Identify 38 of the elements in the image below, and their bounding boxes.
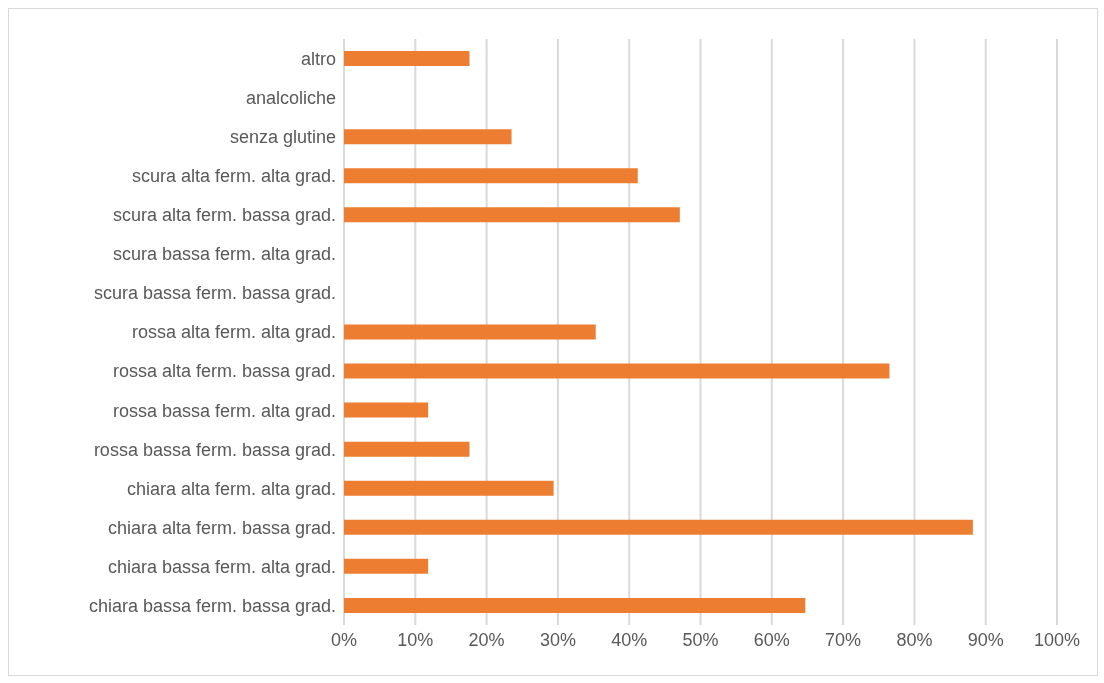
bar xyxy=(344,480,554,496)
bar xyxy=(344,51,470,66)
x-tick-label: 20% xyxy=(468,629,505,650)
bar xyxy=(344,597,806,613)
x-tick-label: 100% xyxy=(1033,629,1081,650)
bar xyxy=(344,207,680,223)
y-tick-label: chiara alta ferm. alta grad. xyxy=(126,478,336,499)
bar xyxy=(344,168,638,184)
x-tick-label: 0% xyxy=(330,629,358,650)
y-tick-label: rossa bassa ferm. alta grad. xyxy=(112,400,336,421)
x-tick-label: 80% xyxy=(896,629,933,650)
y-tick-label: scura bassa ferm. bassa grad. xyxy=(93,283,336,304)
x-tick-label: 10% xyxy=(397,629,434,650)
bar xyxy=(344,441,470,457)
x-tick-label: 90% xyxy=(967,629,1004,650)
y-tick-label: chiara alta ferm. bassa grad. xyxy=(107,517,336,538)
y-tick-label: chiara bassa ferm. alta grad. xyxy=(107,556,336,577)
bar xyxy=(344,324,596,340)
y-tick-label: scura bassa ferm. alta grad. xyxy=(112,244,336,265)
bar xyxy=(344,363,890,379)
y-tick-label: senza glutine xyxy=(229,127,336,148)
bar xyxy=(344,129,512,145)
bar xyxy=(344,558,429,574)
bar xyxy=(344,519,973,535)
y-tick-label: chiara bassa ferm. bassa grad. xyxy=(88,595,336,616)
y-tick-label: analcoliche xyxy=(245,87,336,108)
x-tick-label: 30% xyxy=(539,629,576,650)
y-tick-label: scura alta ferm. bassa grad. xyxy=(112,205,336,226)
y-tick-label: rossa alta ferm. alta grad. xyxy=(131,322,336,343)
y-tick-label: rossa alta ferm. bassa grad. xyxy=(112,361,336,382)
x-tick-label: 60% xyxy=(753,629,790,650)
x-tick-label: 50% xyxy=(682,629,719,650)
x-tick-label: 70% xyxy=(825,629,862,650)
x-tick-label: 40% xyxy=(611,629,648,650)
y-tick-label: altro xyxy=(300,48,336,69)
y-tick-label: scura alta ferm. alta grad. xyxy=(131,166,336,187)
bar xyxy=(344,402,429,418)
y-tick-label: rossa bassa ferm. bassa grad. xyxy=(93,439,336,460)
